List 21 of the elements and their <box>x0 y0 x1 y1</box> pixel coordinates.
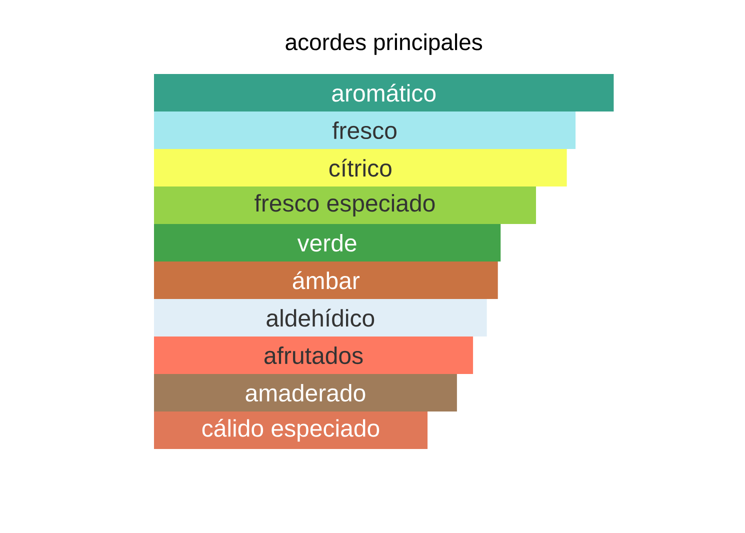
y-tick-label: amaderado <box>246 384 366 402</box>
bar <box>154 224 501 262</box>
bar <box>154 149 567 186</box>
bar <box>154 262 498 300</box>
y-tick-label: ámbar <box>292 271 360 290</box>
bar <box>154 74 614 112</box>
bar <box>154 336 474 374</box>
y-tick-label: cítrico <box>329 158 392 177</box>
y-tick-label: cálido especiado <box>202 418 380 442</box>
chart-title: acordes principales <box>286 33 482 55</box>
bar <box>154 112 576 149</box>
y-tick-label: fresco <box>332 121 396 140</box>
y-tick-label: fresco especiado <box>254 194 435 216</box>
y-tick-label: aldehídico <box>266 308 374 327</box>
bar <box>154 299 487 337</box>
bar <box>154 186 536 224</box>
y-tick-label: verde <box>297 234 356 252</box>
bar <box>154 374 457 412</box>
y-tick-label: afrutados <box>264 346 363 364</box>
bar <box>154 412 428 450</box>
y-tick-label: aromático <box>332 84 436 102</box>
